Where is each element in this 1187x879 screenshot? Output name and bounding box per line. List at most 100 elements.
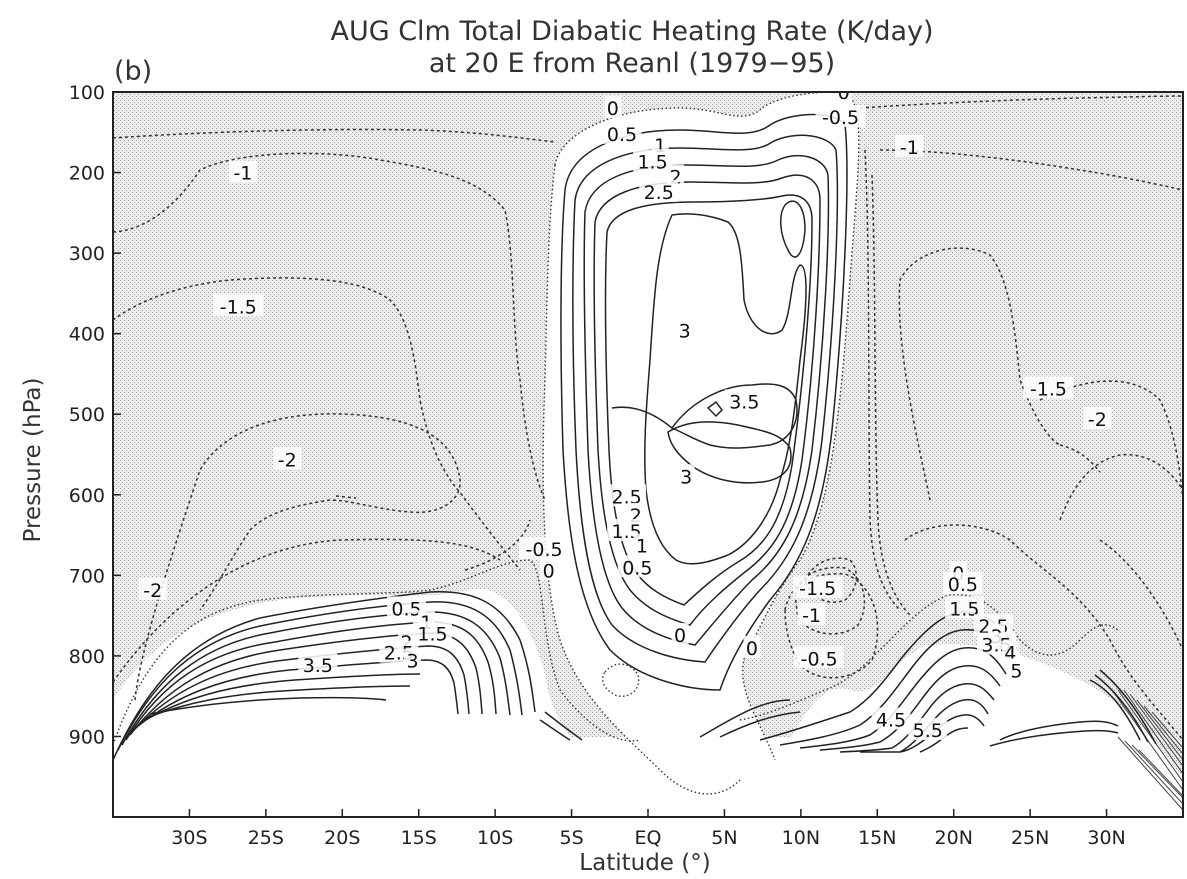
contour-label-bg — [815, 104, 866, 127]
contour-label: 0 — [607, 98, 619, 120]
contour-pos-low-4 — [125, 621, 497, 741]
contour-label-bg — [617, 555, 657, 578]
x-tick-label: 5N — [711, 827, 737, 849]
contour-label-bg — [895, 134, 924, 157]
right-ground-hatch — [1111, 689, 1183, 811]
contour-label-bg — [1023, 376, 1074, 399]
y-tick-label: 100 — [69, 82, 105, 104]
contour-label: -1.5 — [220, 296, 257, 318]
contour-label: 0 — [746, 638, 758, 660]
contour-label-bg — [944, 596, 984, 619]
contour-label: -1 — [802, 605, 821, 627]
contour-label: 2.5 — [611, 486, 641, 508]
contour-label-bg — [1001, 640, 1019, 663]
y-tick-label: 500 — [69, 404, 105, 426]
contour-neg-1-5 — [113, 277, 521, 571]
contour-3-upper — [644, 213, 807, 565]
contour-neg-1 — [113, 152, 546, 501]
y-tick-label: 900 — [69, 726, 105, 748]
contour-1 — [572, 134, 839, 663]
contour-label-bg — [298, 652, 338, 675]
contour-label-bg — [743, 635, 761, 658]
contour-label-bg — [943, 572, 983, 595]
contour-pos-eq-3 — [539, 719, 571, 741]
contour-label: 0.5 — [391, 598, 421, 620]
contour-label: -2 — [143, 580, 162, 602]
contour-label: -2 — [1088, 409, 1107, 431]
contour-2 — [593, 174, 821, 626]
contour-label-bg — [604, 96, 622, 119]
contour-label-bg — [676, 318, 694, 341]
contour-2-5-inner — [780, 200, 806, 258]
contour-neg-1-right-low — [1039, 380, 1183, 501]
contour-neg-2-inner — [199, 499, 331, 611]
contour-pos-low-8 — [141, 673, 421, 723]
contour-neg-1-5-right-low — [904, 524, 1183, 741]
x-tick-label: 15S — [401, 827, 437, 849]
x-tick-label: 20N — [935, 827, 973, 849]
contour-label-bg — [1083, 407, 1112, 430]
x-tick-label: 10N — [782, 827, 820, 849]
contour-label: 3 — [680, 466, 692, 488]
x-tick-label: 5S — [559, 827, 583, 849]
contour-neg-1-5-low — [113, 538, 501, 683]
contour-1-5 — [583, 154, 830, 646]
contour-neg-1-5-lobe — [804, 557, 857, 603]
contour-neg-2-right — [1059, 454, 1183, 521]
contour-pos-eq-2 — [719, 711, 801, 738]
contour-label: -1.5 — [1030, 378, 1067, 400]
contour-label-bg — [138, 577, 167, 600]
contour-label: 0.5 — [607, 124, 637, 146]
contour-0-5 — [560, 113, 848, 691]
contour-label: -2 — [278, 449, 297, 471]
contour-label-bg — [677, 464, 695, 487]
contour-pos-right-10 — [989, 729, 1119, 747]
contour-label-bg — [794, 646, 845, 669]
contour-pos-right-13 — [1099, 669, 1157, 745]
chart-title-line1: AUG Clm Total Diabatic Heating Rate (K/d… — [330, 16, 933, 47]
contour-label: -0.5 — [526, 539, 563, 561]
x-tick-label: 20S — [324, 827, 360, 849]
contour-label-bg — [228, 160, 257, 183]
x-tick-label: 15N — [858, 827, 896, 849]
contour-neg-0-5-right-low — [1099, 539, 1183, 651]
contour-4-core — [706, 400, 723, 418]
contour-label: 3.5 — [303, 655, 333, 677]
contour-label-bg — [1007, 658, 1025, 681]
contour-label: 3.5 — [729, 391, 759, 413]
contour-label-bg — [633, 149, 673, 172]
contour-label: -0.5 — [801, 648, 838, 670]
contour-pos-right-11 — [1089, 679, 1141, 741]
contour-label: 1.5 — [949, 598, 979, 620]
contour-label: 3 — [679, 320, 691, 342]
x-tick-label: EQ — [635, 827, 662, 849]
y-tick-label: 800 — [69, 646, 105, 668]
contour-neg-1-vert — [871, 174, 911, 616]
x-tick-label: 30N — [1087, 827, 1125, 849]
contour-pos-low-10 — [149, 696, 387, 715]
contour-label: 5 — [1010, 660, 1022, 682]
contour-label: 1.5 — [637, 151, 667, 173]
x-tick-label: 10S — [477, 827, 513, 849]
contour-label-bg — [412, 621, 452, 644]
contour-label-bg — [519, 536, 570, 559]
contour-label-bg — [607, 484, 647, 507]
contour-neg-1-right-top — [879, 149, 1183, 191]
contour-label-bg — [602, 121, 642, 144]
contour-label: 3 — [407, 651, 419, 673]
contour-neg-2 — [134, 413, 461, 701]
contour-zero-right-low — [739, 594, 1119, 721]
contour-label: 0 — [838, 82, 850, 104]
contour-pos-eq-1 — [699, 699, 791, 738]
contour-label: 0.5 — [622, 557, 652, 579]
contour-label-bg — [213, 294, 264, 317]
contour-labels: 00.511.522.533.532.521.510.500-0.5-1-1-1… — [138, 82, 1112, 742]
negative-shading — [113, 92, 1183, 817]
contour-label-bg — [540, 558, 558, 581]
contour-label-bg — [835, 92, 853, 102]
contour-zero-left — [113, 559, 641, 746]
contour-pos-low-9 — [145, 685, 411, 719]
contour-label-bg — [273, 447, 302, 470]
contour-label: 0 — [543, 561, 555, 583]
y-tick-label: 700 — [69, 565, 105, 587]
